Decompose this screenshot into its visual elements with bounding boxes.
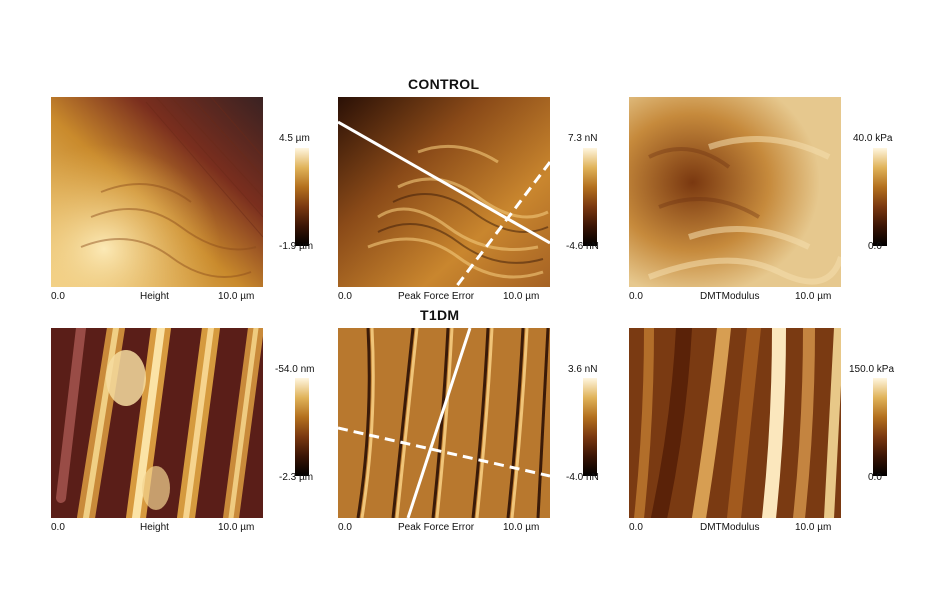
axis-end: 10.0 µm (218, 522, 255, 533)
axis-end: 10.0 µm (503, 291, 540, 302)
t1dm-peakforce-image (338, 328, 550, 518)
axis-start: 0.0 (338, 522, 352, 533)
control-height-image (51, 97, 263, 287)
height-colorbar (295, 148, 309, 246)
axis-start: 0.0 (338, 291, 352, 302)
modulus-colorbar (873, 378, 887, 476)
scale-max: 3.6 nN (568, 364, 598, 375)
axis-end: 10.0 µm (218, 291, 255, 302)
scale-min: 0.0 (868, 241, 882, 252)
channel-label: Peak Force Error (398, 522, 475, 533)
modulus-colorbar (873, 148, 887, 246)
channel-label: Height (140, 291, 169, 302)
axis-end: 10.0 µm (795, 522, 832, 533)
axis-start: 0.0 (629, 291, 643, 302)
scale-max: 7.3 nN (568, 133, 598, 144)
scale-max: 40.0 kPa (853, 133, 893, 144)
scale-min: 0.0 (868, 472, 882, 483)
control-modulus-image (629, 97, 841, 287)
channel-label: Peak Force Error (398, 291, 475, 302)
channel-label: DMTModulus (700, 291, 760, 302)
scale-max: -54.0 nm (275, 364, 315, 375)
scale-min: -2.3 µm (279, 472, 314, 483)
peakforce-colorbar (583, 148, 597, 246)
scale-max: 150.0 kPa (849, 364, 895, 375)
t1dm-modulus-image (629, 328, 841, 518)
channel-label: DMTModulus (700, 522, 760, 533)
height-colorbar (295, 378, 309, 476)
axis-end: 10.0 µm (503, 522, 540, 533)
t1dm-title: T1DM (420, 307, 460, 323)
axis-start: 0.0 (51, 522, 65, 533)
peakforce-colorbar (583, 378, 597, 476)
control-peakforce-image (338, 97, 550, 287)
scale-min: -1.9 µm (279, 241, 314, 252)
scale-max: 4.5 µm (279, 133, 310, 144)
t1dm-height-image (51, 328, 263, 518)
axis-end: 10.0 µm (795, 291, 832, 302)
control-title: CONTROL (408, 76, 480, 92)
scale-min: -4.0 nN (566, 472, 599, 483)
channel-label: Height (140, 522, 169, 533)
scale-min: -4.6 nN (566, 241, 599, 252)
axis-start: 0.0 (51, 291, 65, 302)
axis-start: 0.0 (629, 522, 643, 533)
